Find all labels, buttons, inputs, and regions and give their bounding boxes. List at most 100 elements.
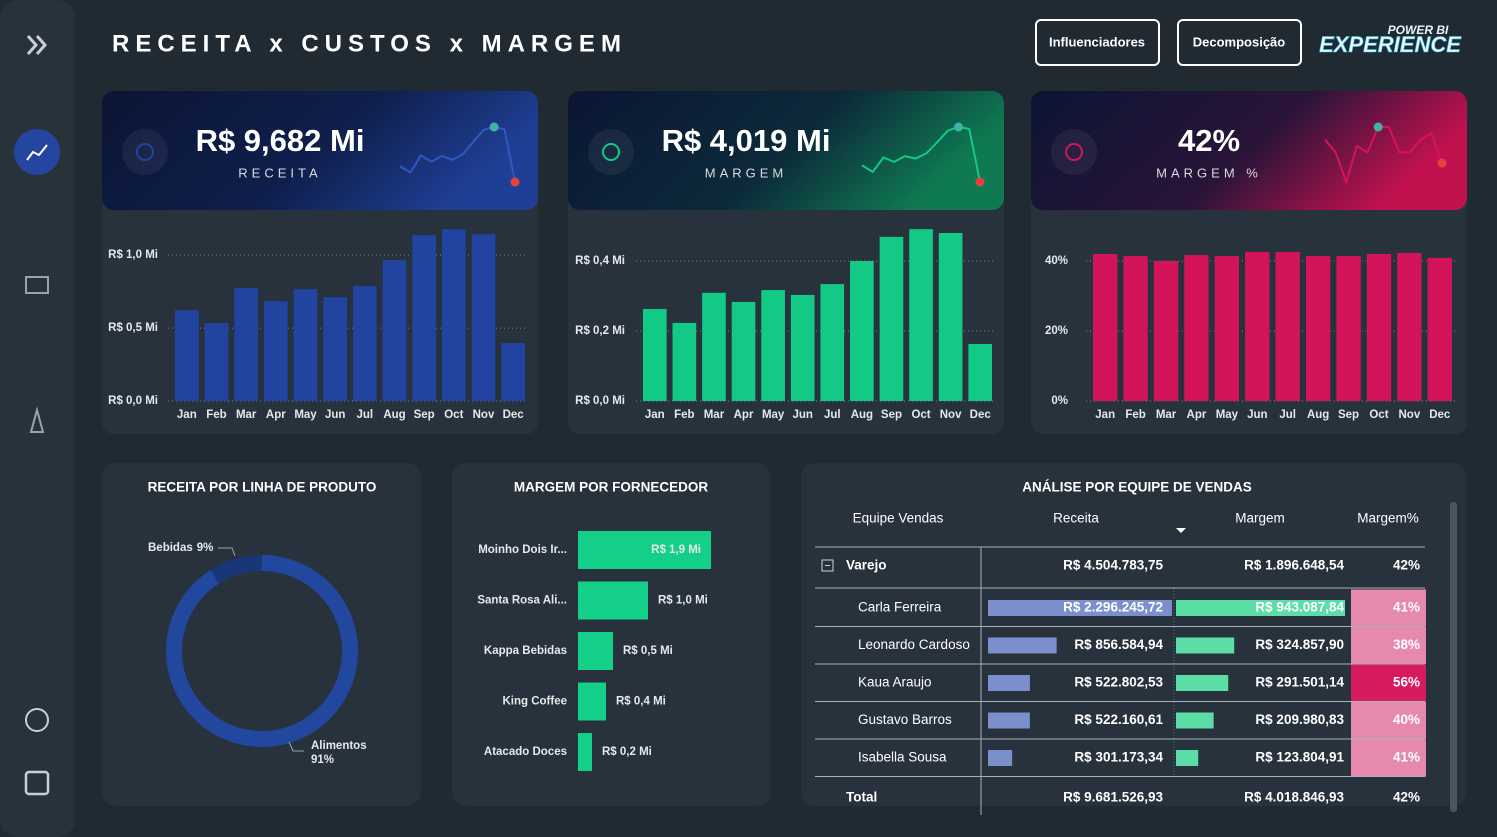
cell-value: R$ 291.501,14 xyxy=(1255,675,1344,690)
x-tick-label: May xyxy=(762,409,785,421)
x-tick-label: Apr xyxy=(1187,409,1207,421)
button-label[interactable]: Influenciadores xyxy=(1049,34,1145,49)
donut-panel xyxy=(102,463,421,806)
kpi-label: MARGEM % xyxy=(1156,165,1262,180)
sparkline-last xyxy=(1437,158,1447,168)
sparkline-last xyxy=(510,177,520,187)
data-bar xyxy=(1176,637,1235,654)
x-tick-label: Dec xyxy=(970,409,992,421)
chart-title: RECEITA POR LINHA DE PRODUTO xyxy=(148,480,377,495)
bar xyxy=(790,294,815,401)
x-tick-label: Oct xyxy=(911,409,930,421)
kpi-icon-glyph xyxy=(136,143,154,161)
bar xyxy=(968,343,993,401)
kpi-value: 42% xyxy=(1178,123,1240,158)
heat-cell xyxy=(1351,702,1426,739)
bar xyxy=(672,322,697,401)
expand-icon[interactable] xyxy=(26,35,39,55)
heat-cell xyxy=(1351,739,1426,777)
kpi-icon xyxy=(1051,129,1097,175)
x-tick-label: Mar xyxy=(236,409,257,421)
kpi-label: MARGEM xyxy=(705,165,788,180)
total-label: Total xyxy=(846,790,877,805)
sort-arrow xyxy=(1176,528,1186,533)
category-label: Moinho Dois Ir... xyxy=(478,544,567,556)
y-tick-label: R$ 1,0 Mi xyxy=(108,249,158,261)
cell-value: 42% xyxy=(1393,790,1420,805)
data-bar xyxy=(988,637,1057,654)
bar xyxy=(642,308,667,401)
nav-balance-icon[interactable] xyxy=(25,276,49,294)
bar xyxy=(1305,256,1331,401)
x-tick-label: Aug xyxy=(851,409,873,421)
bar xyxy=(323,297,348,401)
cell-value: 56% xyxy=(1393,675,1420,690)
team-name: Kaua Araujo xyxy=(858,675,932,690)
nav-revenue-glyph xyxy=(26,144,48,161)
cell-value: 38% xyxy=(1393,637,1420,652)
x-tick-label: Feb xyxy=(674,409,694,421)
nav-revenue-icon[interactable] xyxy=(14,129,60,175)
cell-value: R$ 123.804,91 xyxy=(1255,750,1344,765)
kpi-icon-glyph xyxy=(1065,143,1083,161)
kpi-value: R$ 9,682 Mi xyxy=(196,123,365,158)
x-tick-label: May xyxy=(294,409,317,421)
data-bar xyxy=(1176,750,1199,766)
x-tick-label: Nov xyxy=(1399,409,1421,421)
leader-line xyxy=(288,741,304,752)
cell-value: R$ 1.896.648,54 xyxy=(1244,558,1344,573)
x-tick-label: Oct xyxy=(444,409,463,421)
cell-value: R$ 4.018.846,93 xyxy=(1244,790,1344,805)
group-name: Varejo xyxy=(846,558,887,573)
heat-cell xyxy=(1351,664,1426,702)
button-label[interactable]: Decomposição xyxy=(1193,34,1286,49)
bar xyxy=(263,301,288,401)
value-label: R$ 0,4 Mi xyxy=(616,696,666,708)
team-name: Gustavo Barros xyxy=(858,712,952,727)
x-tick-label: Aug xyxy=(383,409,405,421)
x-tick-label: Jun xyxy=(1247,409,1267,421)
value-label: R$ 1,0 Mi xyxy=(658,595,708,607)
bar xyxy=(1153,261,1179,401)
scrollbar[interactable] xyxy=(1450,502,1457,812)
bar xyxy=(1427,257,1452,401)
cell-value: R$ 943.087,84 xyxy=(1255,600,1344,615)
bar xyxy=(761,290,785,401)
kpi-card xyxy=(102,91,538,210)
kpi-icon-glyph xyxy=(602,143,620,161)
cell-value: R$ 522.802,53 xyxy=(1074,675,1163,690)
kpi-icon xyxy=(122,129,168,175)
y-tick-label: R$ 0,0 Mi xyxy=(575,395,625,407)
column-header: Margem% xyxy=(1357,511,1419,526)
x-tick-label: Sep xyxy=(414,409,435,421)
data-bar xyxy=(988,600,1172,616)
x-tick-label: Dec xyxy=(1429,409,1451,421)
collapse-icon xyxy=(821,559,834,572)
team-name: Isabella Sousa xyxy=(858,750,947,765)
bar xyxy=(909,229,933,401)
chart-panel xyxy=(568,190,1004,434)
button[interactable] xyxy=(1177,19,1302,66)
y-tick-label: 0% xyxy=(1051,395,1068,407)
bar xyxy=(1336,256,1361,401)
donut-slice xyxy=(210,555,262,584)
bar xyxy=(820,284,845,401)
button[interactable] xyxy=(1035,19,1160,66)
sparkline-last xyxy=(975,177,985,187)
bar xyxy=(1397,252,1422,401)
kpi-value: R$ 4,019 Mi xyxy=(662,123,831,158)
bar xyxy=(174,310,199,401)
cell-value: R$ 9.681.526,93 xyxy=(1063,790,1163,805)
x-tick-label: Mar xyxy=(704,409,725,421)
expand-icon[interactable] xyxy=(35,35,48,55)
x-tick-label: Nov xyxy=(940,409,962,421)
nav-globe-icon[interactable] xyxy=(25,708,49,732)
sparkline-max xyxy=(489,122,499,132)
nav-lab-icon[interactable] xyxy=(29,406,45,433)
nav-linkedin-icon[interactable] xyxy=(24,770,50,796)
x-tick-label: Jun xyxy=(325,409,345,421)
y-tick-label: R$ 0,5 Mi xyxy=(108,322,158,334)
y-tick-label: R$ 0,4 Mi xyxy=(575,255,625,267)
